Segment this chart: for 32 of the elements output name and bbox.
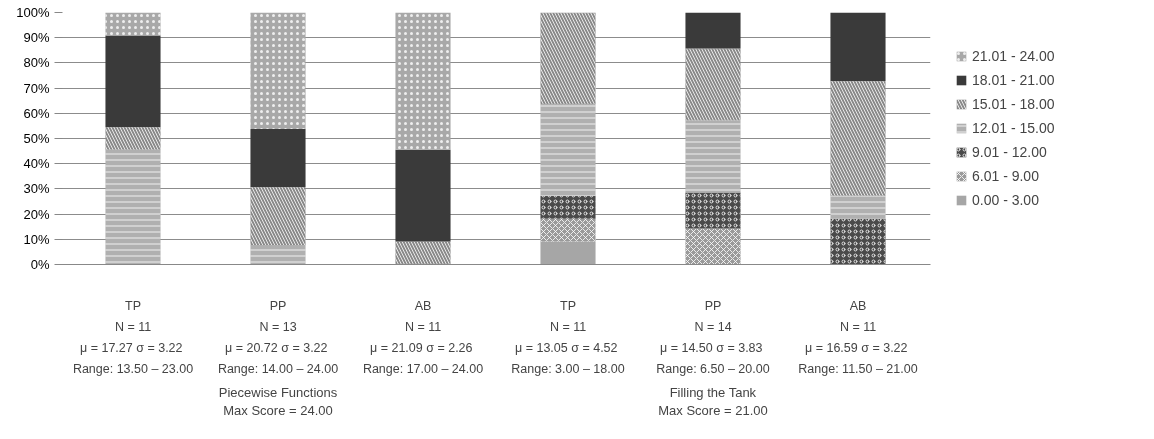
- x-tick-label: AB N = 11 μ = 21.09 σ = 2.26 Range: 17.00 – 24.00: [362, 298, 484, 376]
- x-tick-label: PP N = 14 μ = 14.50 σ = 3.83 Range: 6.50 – 20.00: [656, 298, 770, 376]
- y-tick-label: 10%: [23, 231, 50, 247]
- bar: [105, 35, 161, 127]
- y-tick-label: 80%: [23, 55, 50, 71]
- y-tick-label: 90%: [23, 30, 50, 46]
- bar: [540, 241, 596, 265]
- x-tick-label: TP N = 11 μ = 13.05 σ = 4.52 Range: 3.00 – 18.00: [511, 298, 625, 376]
- y-tick-label: 50%: [23, 131, 50, 146]
- legend-label: 6.01 - 9.00: [972, 168, 1039, 184]
- legend-label: 0.00 - 3.00: [972, 192, 1039, 208]
- y-tick-label: 70%: [23, 80, 50, 96]
- y-tick-label: 40%: [23, 156, 50, 172]
- text: Piecewise Functions Max Score = 24.00: [218, 384, 338, 418]
- text: Filling the Tank Max Score = 21.00: [658, 384, 768, 418]
- legend-label: 18.01 - 21.00: [972, 72, 1055, 88]
- y-tick-label: 30%: [23, 181, 50, 197]
- bar: [250, 128, 306, 187]
- y-tick-label: 20%: [23, 206, 50, 222]
- legend-label: 12.01 - 15.00: [972, 120, 1055, 136]
- x-tick-label: TP N = 11 μ = 17.27 σ = 3.22 Range: 13.50 – 23.00: [72, 298, 194, 376]
- legend-label: 9.01 - 12.00: [972, 144, 1047, 160]
- x-tick-label: AB N = 11 μ = 16.59 σ = 3.22 Range: 11.50 – 21.00: [798, 298, 918, 376]
- y-tick-label: 60%: [23, 105, 50, 121]
- bar: [395, 149, 451, 242]
- y-tick-label: 0%: [30, 257, 50, 272]
- bar: [830, 12, 886, 82]
- y-tick-label: 100%: [16, 5, 50, 20]
- legend-label: 15.01 - 18.00: [972, 96, 1055, 112]
- x-tick-label: PP N = 13 μ = 20.72 σ = 3.22 Range: 14.00 – 24.00: [217, 298, 339, 376]
- bar: [685, 12, 741, 49]
- legend-label: 21.01 - 24.00: [972, 48, 1055, 64]
